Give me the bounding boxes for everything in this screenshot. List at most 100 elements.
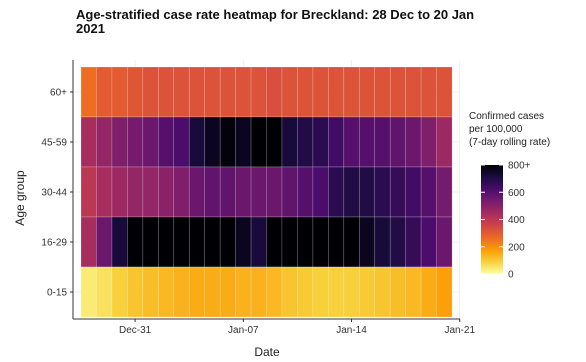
y-tick-label: 60+ [50,88,67,99]
heatmap-cell [358,116,376,168]
heatmap-cell [111,266,128,318]
heatmap-cell [266,166,283,218]
heatmap-cell [436,266,453,318]
heatmap-cell [328,116,345,168]
chart-title: Age-stratified case rate heatmap for Bre… [76,7,475,36]
heatmap-cell [281,66,298,118]
heatmap-cell [389,266,407,318]
heatmap-cell [420,116,437,168]
heatmap-cell [358,266,376,318]
heatmap-cell [266,116,283,168]
heatmap-cell [142,216,159,268]
heatmap-cell [358,66,376,118]
heatmap-cell [142,66,159,118]
heatmap-cell [297,166,314,218]
heatmap-cell [96,166,113,218]
heatmap-cell [250,116,267,168]
heatmap-cell [420,266,437,318]
heatmap-cell [80,216,97,268]
heatmap-cell [374,66,391,118]
heatmap-cell [405,166,422,218]
heatmap-cell [127,166,144,218]
heatmap-cells [80,66,453,318]
heatmap-cell [374,266,391,318]
heatmap-cell [266,266,283,318]
heatmap-cell [250,266,267,318]
heatmap-cell [328,266,345,318]
heatmap-cell [281,116,298,168]
heatmap-cell [374,216,391,268]
heatmap-cell [96,66,113,118]
x-tick-label: Jan-21 [444,325,475,336]
heatmap-cell [297,66,314,118]
y-axis-title: Age group [13,170,27,226]
heatmap-cell [312,166,329,218]
heatmap-cell [389,66,407,118]
heatmap-cell [420,166,437,218]
heatmap-cell [188,66,206,118]
heatmap-cell [204,166,221,218]
heatmap-cell [405,216,422,268]
heatmap-cell [389,216,407,268]
legend-title-line-1: Confirmed cases [469,111,545,122]
heatmap-cell [235,216,252,268]
heatmap-cell [173,216,190,268]
colorbar-legend: 800+ 600 400 200 0 [481,161,531,281]
heatmap-cell [219,216,236,268]
heatmap-cell [219,66,236,118]
heatmap-cell [142,116,159,168]
heatmap-cell [266,66,283,118]
y-tick-label: 30-44 [41,188,67,199]
heatmap-cell [157,216,175,268]
y-tick-label: 45-59 [41,138,67,149]
heatmap-cell [266,216,283,268]
heatmap-cell [80,266,97,318]
colorbar-tick-label: 600 [508,188,525,199]
heatmap-cell [281,216,298,268]
heatmap-cell [250,66,267,118]
heatmap-cell [204,216,221,268]
heatmap-cell [343,216,360,268]
heatmap-cell [281,266,298,318]
x-tick-label: Dec-31 [119,325,152,336]
heatmap-cell [96,216,113,268]
heatmap-cell [111,66,128,118]
heatmap-cell [405,116,422,168]
legend-title-line-3: (7-day rolling rate) [469,137,551,148]
heatmap-cell [188,116,206,168]
y-tick-label: 0-15 [47,288,67,299]
heatmap-cell [80,116,97,168]
heatmap-cell [219,166,236,218]
legend-title-line-2: per 100,000 [469,124,523,135]
heatmap-cell [157,166,175,218]
heatmap-cell [436,66,453,118]
heatmap-cell [127,66,144,118]
y-tick-label: 16-29 [41,238,67,249]
colorbar-tick-label: 800+ [508,161,531,172]
heatmap-cell [312,216,329,268]
heatmap-cell [343,166,360,218]
heatmap-cell [157,266,175,318]
axes: 60+ 45-59 30-44 16-29 0-15 Dec-31 Jan-07 Jan-14… [41,60,475,336]
heatmap-cell [127,116,144,168]
heatmap-cell [127,216,144,268]
heatmap-cell [188,266,206,318]
heatmap-cell [219,116,236,168]
heatmap-cell [204,266,221,318]
x-tick-label: Jan-07 [228,325,259,336]
heatmap-cell [80,166,97,218]
heatmap-cell [188,166,206,218]
heatmap-cell [420,66,437,118]
heatmap-cell [374,166,391,218]
heatmap-cell [127,266,144,318]
legend-title: Confirmed cases per 100,000 (7-day rolli… [469,110,585,149]
heatmap-cell [328,66,345,118]
heatmap-cell [405,266,422,318]
heatmap-cell [297,216,314,268]
heatmap-cell [328,166,345,218]
heatmap-cell [188,216,206,268]
heatmap-cell [436,216,453,268]
heatmap-cell [358,166,376,218]
heatmap-cell [204,116,221,168]
